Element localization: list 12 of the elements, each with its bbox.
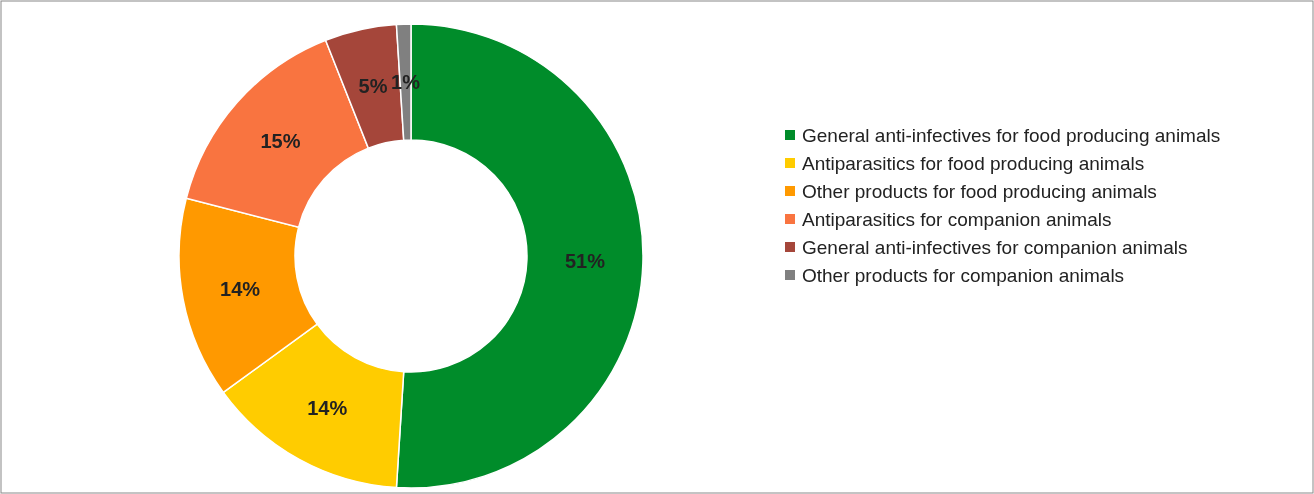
- data-label: 1%: [391, 71, 421, 94]
- data-label: 15%: [260, 129, 301, 152]
- data-label: 14%: [220, 277, 261, 300]
- data-label: 51%: [564, 250, 606, 273]
- legend-label: General anti-infectives for companion animals: [802, 236, 1188, 258]
- legend-label: Antiparasitics for food producing animals: [802, 152, 1145, 174]
- data-label: 5%: [358, 75, 388, 98]
- legend-label: General anti-infectives for food producing animals: [802, 124, 1221, 146]
- legend-label: Other products for food producing animals: [802, 180, 1157, 202]
- legend-label: Other products for companion animals: [802, 264, 1125, 286]
- legend-label: Antiparasitics for companion animals: [802, 208, 1112, 230]
- data-label: 14%: [307, 397, 348, 420]
